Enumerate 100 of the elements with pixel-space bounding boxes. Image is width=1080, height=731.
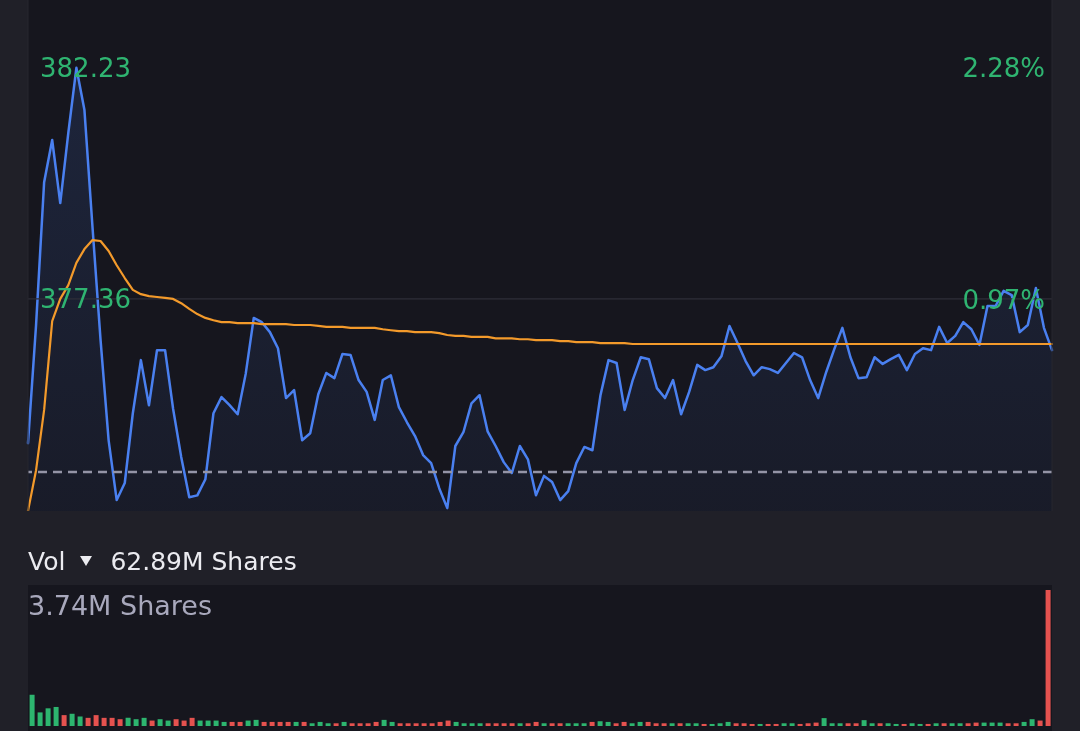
- bar: [877, 723, 883, 726]
- bar: [437, 721, 443, 726]
- bar: [605, 721, 611, 726]
- bar: [413, 723, 419, 726]
- bar: [925, 723, 931, 726]
- bar: [629, 723, 635, 726]
- bar: [749, 723, 755, 726]
- chart-subtitle: 62.89M Shares: [110, 546, 297, 576]
- bar: [589, 721, 595, 726]
- bar: [133, 719, 139, 726]
- bar: [149, 720, 155, 726]
- bar: [941, 723, 947, 726]
- bar: [965, 723, 971, 726]
- bar: [69, 713, 75, 726]
- bar: [709, 723, 715, 726]
- bar: [901, 723, 907, 726]
- bar: [221, 721, 227, 726]
- bar: [1045, 590, 1051, 726]
- bar: [493, 723, 499, 726]
- bar: [733, 723, 739, 726]
- bar: [349, 723, 355, 726]
- bar: [269, 721, 275, 726]
- bar: [885, 723, 891, 726]
- bar: [773, 723, 779, 726]
- bar: [229, 721, 235, 726]
- bar: [653, 723, 659, 726]
- bar: [253, 719, 259, 726]
- bar: [477, 723, 483, 726]
- bar: [1029, 719, 1035, 726]
- line-series: [26, 238, 1054, 511]
- bar: [325, 723, 331, 726]
- chart-title: Vol: [28, 546, 66, 576]
- bar: [861, 720, 867, 726]
- bar: [501, 723, 507, 726]
- bar: [261, 721, 267, 726]
- bar: [725, 721, 731, 726]
- bar: [461, 723, 467, 726]
- bar: [581, 723, 587, 726]
- bar: [165, 720, 171, 726]
- bar: [37, 712, 43, 726]
- bar: [277, 721, 283, 726]
- bar: [557, 723, 563, 726]
- bar: [469, 723, 475, 726]
- bar: [445, 720, 451, 726]
- bar: [389, 721, 395, 726]
- y2-tick-label: 2.28%: [962, 52, 1045, 83]
- bar: [837, 723, 843, 726]
- bar: [845, 723, 851, 726]
- bar: [373, 721, 379, 726]
- bar: [957, 723, 963, 726]
- bar: [669, 723, 675, 726]
- bar: [933, 723, 939, 726]
- bar: [85, 717, 91, 726]
- bar: [301, 721, 307, 726]
- bar: [237, 721, 243, 726]
- bar: [917, 723, 923, 726]
- bar: [29, 694, 35, 726]
- bar: [685, 723, 691, 726]
- bar: [549, 723, 555, 726]
- bar: [597, 721, 603, 726]
- bar: [701, 723, 707, 726]
- bar: [429, 723, 435, 726]
- bar: [1037, 720, 1043, 726]
- bar: [341, 721, 347, 726]
- bar: [173, 719, 179, 726]
- bar: [77, 716, 83, 726]
- bar: [117, 719, 123, 726]
- bar: [53, 706, 59, 726]
- bar: [61, 715, 67, 726]
- bar: [1005, 723, 1011, 726]
- bar: [245, 720, 251, 726]
- bar: [805, 723, 811, 726]
- bar: [781, 723, 787, 726]
- bar: [869, 723, 875, 726]
- bar: [309, 723, 315, 726]
- bar: [829, 723, 835, 726]
- bar: [189, 717, 195, 726]
- bar: [213, 720, 219, 726]
- bar: [949, 723, 955, 726]
- bar: [109, 717, 115, 726]
- bar: [893, 723, 899, 726]
- bar: [757, 723, 763, 726]
- bar: [717, 723, 723, 726]
- bar: [45, 708, 51, 726]
- bar: [101, 717, 107, 726]
- bar: [517, 723, 523, 726]
- bar: [365, 723, 371, 726]
- bar: [853, 723, 859, 726]
- bar: [157, 719, 163, 726]
- bar: [333, 723, 339, 726]
- bar: [573, 723, 579, 726]
- bar: [565, 723, 571, 726]
- bar: [741, 723, 747, 726]
- bar: [141, 717, 147, 726]
- bar: [677, 723, 683, 726]
- bar: [397, 723, 403, 726]
- bar: [525, 723, 531, 726]
- bar: [533, 721, 539, 726]
- bar: [797, 723, 803, 726]
- annotation: 3.74M Shares: [28, 590, 212, 621]
